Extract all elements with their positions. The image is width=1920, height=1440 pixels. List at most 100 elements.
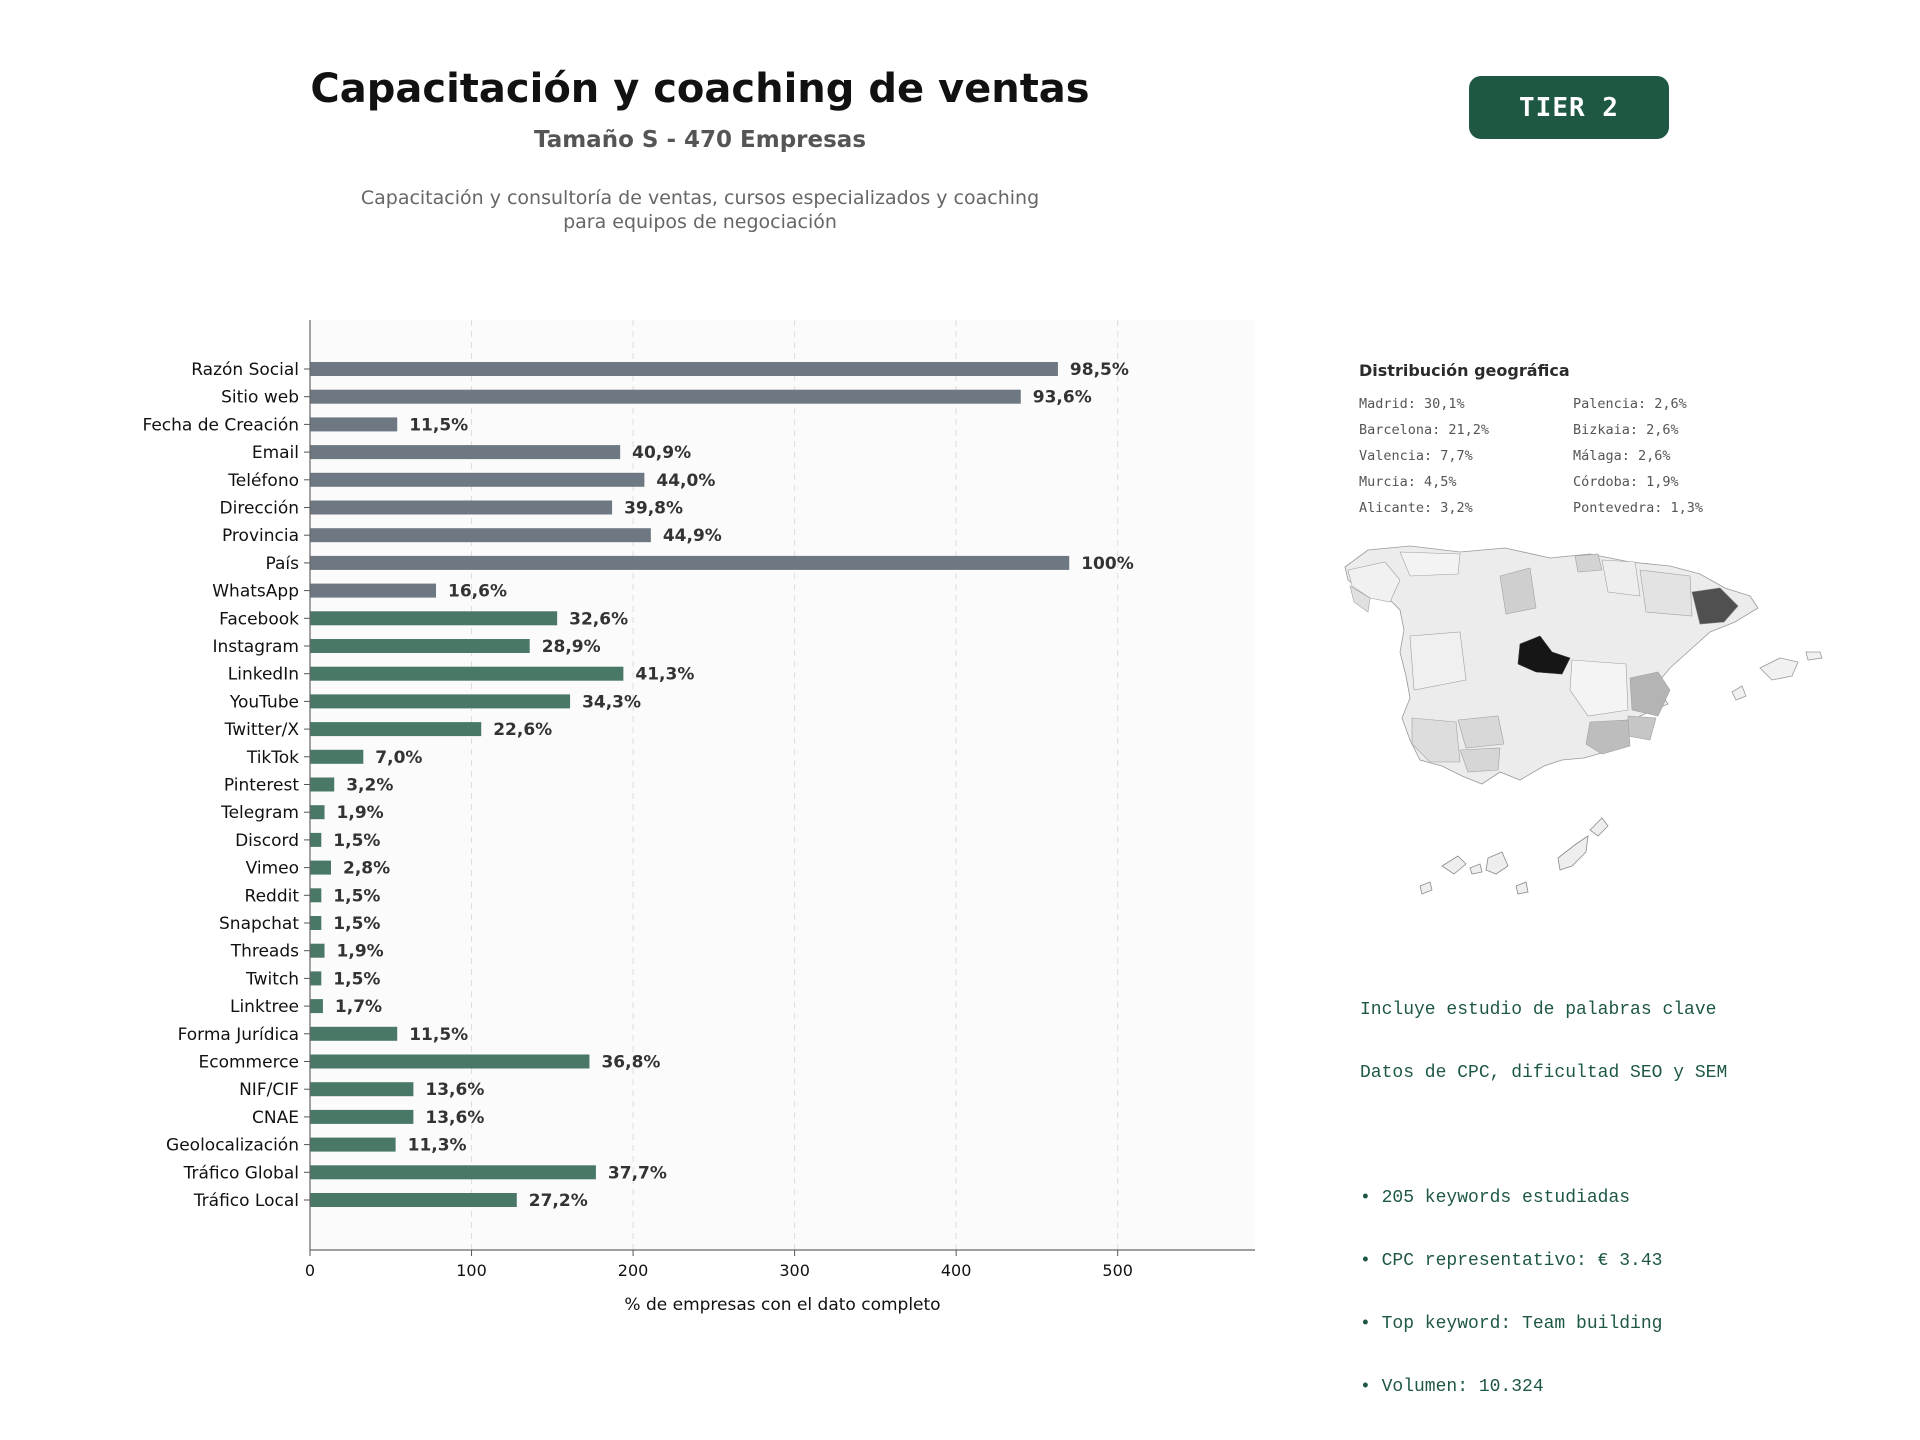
bar: [310, 1193, 517, 1207]
bar: [310, 389, 1021, 404]
region-navarra: [1601, 559, 1641, 597]
region-galicia: [1347, 561, 1401, 603]
page-description: Capacitación y consultoría de ventas, cu…: [180, 186, 1220, 234]
data-label: 11,5%: [409, 415, 468, 435]
category-label: Telegram: [220, 803, 299, 823]
region-malaga: [1459, 747, 1501, 773]
category-label: Linktree: [230, 997, 299, 1017]
category-label: Threads: [230, 942, 299, 962]
region-ibiza: [1731, 685, 1747, 701]
data-label: 1,9%: [337, 942, 384, 962]
bar: [310, 1109, 414, 1124]
bar: [310, 1054, 590, 1069]
data-label: 3,2%: [346, 776, 393, 796]
geo-item-murcia: Murcia: 4,5%: [1359, 474, 1457, 490]
category-label: Discord: [235, 831, 299, 851]
data-label: 2,8%: [343, 859, 390, 879]
category-label: Twitch: [245, 969, 299, 989]
geo-item-valencia: Valencia: 7,7%: [1359, 448, 1473, 464]
region-cordoba: [1457, 715, 1505, 749]
region-asturias: [1399, 551, 1461, 577]
region-pontevedra: [1349, 585, 1371, 613]
data-label: 34,3%: [582, 692, 641, 712]
geo-item-malaga: Málaga: 2,6%: [1573, 448, 1671, 464]
x-tick-label: 0: [305, 1261, 315, 1280]
axes: 0 100 200 300 400 500 % de empresas con el dat…: [142, 320, 1255, 1315]
bar: [310, 943, 325, 958]
data-label: 27,2%: [529, 1191, 588, 1211]
bar: [310, 611, 558, 626]
geo-item-cordoba: Córdoba: 1,9%: [1573, 474, 1679, 490]
category-label: NIF/CIF: [239, 1080, 299, 1100]
geo-item-madrid: Madrid: 30,1%: [1359, 396, 1465, 412]
data-label: 11,5%: [409, 1025, 468, 1045]
bar: [310, 694, 571, 709]
bar: [310, 971, 322, 986]
bar: [310, 362, 1058, 376]
data-label: 32,6%: [569, 609, 628, 629]
bar: [310, 555, 1070, 570]
region-canarias: [1419, 817, 1609, 895]
region-madrid: [1517, 635, 1571, 675]
category-label: LinkedIn: [228, 665, 299, 685]
bar: [310, 1137, 396, 1152]
description-line-1: Capacitación y consultoría de ventas, cu…: [360, 187, 1040, 209]
data-label: 16,6%: [448, 582, 507, 602]
data-label: 1,5%: [333, 969, 380, 989]
bar: [310, 749, 364, 764]
bar: [310, 916, 322, 930]
region-valencia: [1629, 671, 1671, 717]
geo-panel: Distribución geográfica Madrid: 30,1% Ba…: [1359, 361, 1789, 516]
bar: [310, 1026, 398, 1041]
spain-map: [1344, 545, 1823, 895]
category-label: Instagram: [213, 637, 300, 657]
tier-badge: TIER 2: [1469, 76, 1669, 139]
category-label: Teléfono: [227, 471, 299, 491]
data-label: 100%: [1081, 554, 1134, 574]
data-label: 41,3%: [635, 665, 694, 685]
category-label: Reddit: [245, 886, 300, 906]
geo-list: Madrid: 30,1% Barcelona: 21,2% Valencia:…: [1359, 396, 1789, 516]
category-label: TikTok: [246, 748, 299, 768]
page-subtitle: Tamaño S - 470 Empresas: [533, 127, 867, 153]
region-central: [1569, 659, 1629, 717]
category-label: Vimeo: [246, 859, 299, 879]
bar: [310, 417, 398, 432]
data-label: 93,6%: [1033, 388, 1092, 408]
bar: [310, 777, 335, 792]
category-label: WhatsApp: [212, 582, 299, 602]
data-label: 98,5%: [1070, 360, 1129, 380]
bar: [310, 666, 624, 681]
bar: [310, 1165, 596, 1180]
data-label: 7,0%: [375, 748, 422, 768]
keywords-panel: Incluye estudio de palabras clave Datos …: [1360, 958, 1727, 1419]
geo-item-palencia: Palencia: 2,6%: [1573, 396, 1687, 412]
region-sevilla-huelva: [1411, 717, 1461, 763]
category-label: País: [266, 554, 300, 574]
bar: [310, 445, 621, 460]
x-tick-label: 300: [779, 1261, 810, 1280]
data-label: 11,3%: [408, 1136, 467, 1156]
geo-title: Distribución geográfica: [1359, 361, 1570, 380]
data-label: 44,0%: [656, 471, 715, 491]
geo-item-barcelona: Barcelona: 21,2%: [1359, 422, 1490, 438]
category-label: Tráfico Local: [193, 1191, 299, 1211]
data-label: 36,8%: [601, 1053, 660, 1073]
category-label: Forma Jurídica: [178, 1025, 299, 1045]
category-label: Tráfico Global: [183, 1163, 299, 1183]
keywords-line-2: Datos de CPC, dificultad SEO y SEM: [1360, 1063, 1728, 1083]
geo-item-pontevedra: Pontevedra: 1,3%: [1573, 500, 1704, 516]
category-label: YouTube: [229, 692, 299, 712]
bar: [310, 832, 322, 847]
data-label: 1,5%: [333, 831, 380, 851]
bar: [310, 888, 322, 903]
region-menorca: [1805, 651, 1823, 661]
x-tick-label: 100: [456, 1261, 487, 1280]
keywords-bullet: • Top keyword: Team building: [1360, 1314, 1663, 1334]
bar: [310, 528, 651, 543]
bar: [310, 860, 331, 875]
bars: 98,5% 93,6% 11,5% 40,9% 44,0% 39,8% 44,9% 100% 1…: [310, 360, 1134, 1211]
x-axis-label: % de empresas con el dato completo: [624, 1295, 940, 1315]
category-label: CNAE: [252, 1108, 299, 1128]
data-label: 1,7%: [335, 997, 382, 1017]
